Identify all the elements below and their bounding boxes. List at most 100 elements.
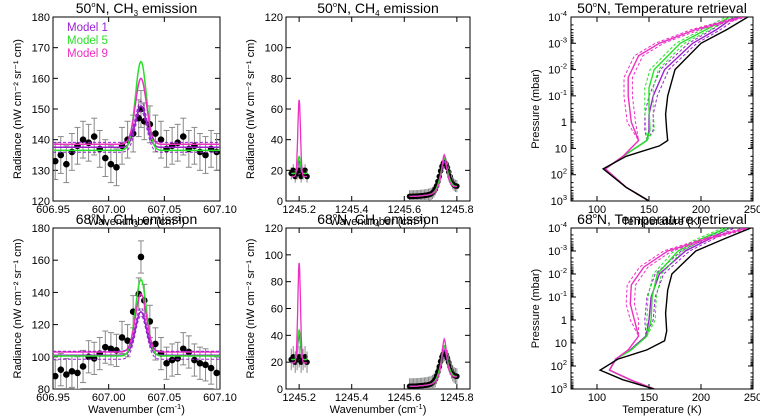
- observed-point: [202, 151, 209, 159]
- observed-point: [207, 364, 215, 372]
- panel-p5: 68oN, CH4 emission 1245.2 1245.4 1245.6 1245…: [245, 211, 474, 416]
- observed-point: [179, 345, 187, 353]
- observed-point: [90, 355, 98, 362]
- model-curve-model-5: [53, 278, 220, 357]
- y-tick-label: 40: [271, 135, 283, 147]
- observed-point: [152, 130, 159, 137]
- y-tick-label: 100: [32, 352, 50, 364]
- profile-model-9: [608, 228, 748, 389]
- y-tick-label: 150: [32, 104, 50, 116]
- model-envelope: [53, 110, 220, 153]
- y-tick-label: 102: [551, 167, 567, 182]
- observed-point: [191, 356, 198, 364]
- x-axis-label: Wavenumber (cm-1): [330, 402, 427, 416]
- y-tick-label: 140: [32, 135, 50, 147]
- model-envelope: [53, 307, 220, 352]
- plot-area: [288, 262, 460, 389]
- x-tick-label: 606.95: [36, 204, 70, 216]
- profile-model-5-uncertainty: [604, 17, 735, 201]
- y-tick-label: 40: [271, 330, 283, 342]
- observed-point: [118, 334, 126, 341]
- profile-model-1: [608, 228, 731, 389]
- y-tick-label: 20: [271, 357, 283, 369]
- x-tick-label: 1245.6: [387, 392, 421, 404]
- panel-p4: 68oN, CH3 emission 606.95 607.00 607.05 607.…: [12, 211, 237, 416]
- y-tick-label: 130: [32, 165, 50, 177]
- x-tick-label: 1245.8: [440, 204, 474, 216]
- observed-point: [79, 363, 87, 370]
- x-tick-label: 1245.6: [387, 204, 421, 216]
- model-curve-model-5: [291, 155, 307, 175]
- y-tick-label: 0: [277, 384, 283, 396]
- panel-title: 68oN, Temperature retrieval: [577, 211, 747, 227]
- observed-point: [302, 354, 308, 360]
- profile-model-9-uncertainty: [604, 17, 739, 201]
- observed-point: [304, 359, 310, 365]
- profile-reference: [601, 17, 749, 201]
- x-tick-label: 100: [588, 392, 606, 404]
- profile-model-9-uncertainty: [604, 17, 747, 201]
- profile-model-1: [604, 17, 735, 201]
- profile-reference: [598, 228, 752, 389]
- x-tick-label: 100: [588, 204, 606, 216]
- model-curve-model-5: [291, 328, 307, 361]
- panel-title: 50oN, Temperature retrieval: [577, 0, 747, 16]
- panel-p3: 50oN, Temperature retrieval 100 150 200 250 1…: [530, 0, 760, 228]
- y-tick-label: 10-4: [548, 220, 567, 235]
- observed-point: [163, 359, 170, 367]
- observed-point: [90, 133, 98, 140]
- panel-title: 50oN, CH4 emission: [317, 0, 438, 18]
- y-axis-label: Radiance (nW cm⁻² sr⁻¹ cm): [12, 39, 24, 179]
- x-tick-label: 606.95: [36, 392, 70, 404]
- x-tick-label: 1245.2: [282, 204, 316, 216]
- observed-point: [107, 160, 115, 168]
- y-tick-label: 10: [555, 143, 567, 155]
- legend-entry: Model 1: [67, 22, 108, 34]
- y-tick-label: 160: [32, 255, 50, 267]
- y-tick-label: 120: [32, 196, 50, 208]
- observed-point: [152, 340, 159, 348]
- y-tick-label: 120: [265, 12, 283, 24]
- x-tick-label: 200: [692, 204, 710, 216]
- y-axis-label: Radiance (nW cm⁻² sr⁻¹ cm): [245, 239, 257, 379]
- plot-area: [53, 240, 220, 389]
- x-axis-label: Wavenumber (cm-1): [88, 402, 185, 416]
- observed-point: [124, 337, 131, 345]
- x-tick-label: 1245.4: [335, 204, 369, 216]
- y-axis-label: Pressure (mbar): [530, 69, 542, 148]
- y-tick-label: 120: [265, 223, 283, 235]
- plot-frame: [570, 227, 754, 390]
- y-tick-label: 1: [561, 117, 567, 129]
- x-tick-label: 200: [692, 392, 710, 404]
- x-tick-label: 250: [744, 204, 760, 216]
- observed-point: [102, 154, 109, 162]
- y-tick-label: 80: [271, 277, 283, 289]
- profile-model-1-uncertainty: [604, 17, 731, 201]
- y-tick-label: 170: [32, 43, 50, 55]
- observed-point: [79, 136, 87, 143]
- y-tick-label: 80: [38, 384, 50, 396]
- y-tick-label: 10-2: [548, 266, 567, 281]
- y-axis-label: Radiance (nW cm⁻² sr⁻¹ cm): [12, 239, 24, 379]
- panel-title: 50oN, CH3 emission: [76, 0, 197, 18]
- y-tick-label: 180: [32, 12, 50, 24]
- plot-frame: [285, 16, 471, 202]
- observed-point: [157, 136, 165, 143]
- plot-area: [598, 228, 753, 389]
- profile-model-5: [608, 228, 728, 389]
- x-tick-label: 1245.2: [282, 392, 316, 404]
- observed-point: [179, 133, 187, 140]
- observed-point: [74, 369, 81, 377]
- y-tick-label: 20: [271, 165, 283, 177]
- x-tick-label: 250: [744, 392, 760, 404]
- observed-point: [202, 361, 209, 369]
- y-tick-label: 140: [32, 287, 50, 299]
- y-tick-label: 60: [271, 104, 283, 116]
- x-axis-label: Temperature (K): [622, 404, 701, 416]
- y-tick-label: 100: [265, 43, 283, 55]
- model-curve-model-9: [53, 293, 220, 353]
- observed-point: [57, 151, 65, 159]
- observed-point: [68, 367, 76, 375]
- observed-point: [304, 173, 310, 180]
